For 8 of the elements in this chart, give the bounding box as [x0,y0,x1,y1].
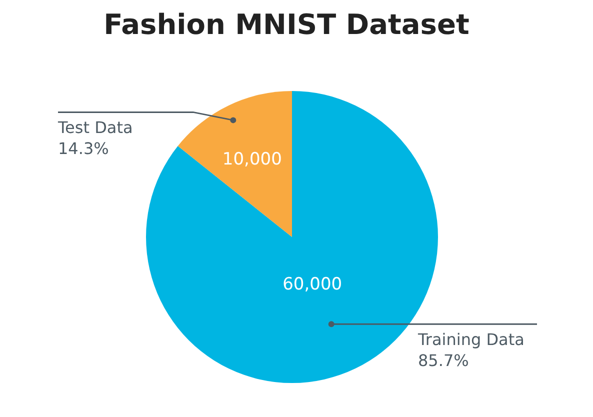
data-label: 10,000 [222,150,282,170]
slice-label: Test Data [57,118,133,138]
text: 85.7% [418,351,469,370]
text: 14.3% [58,139,109,158]
slice-label: Training Data [417,330,524,350]
data-label: 60,000 [282,274,342,295]
chart-title: Fashion MNIST Dataset [102,8,470,41]
pie-slice [178,91,292,237]
